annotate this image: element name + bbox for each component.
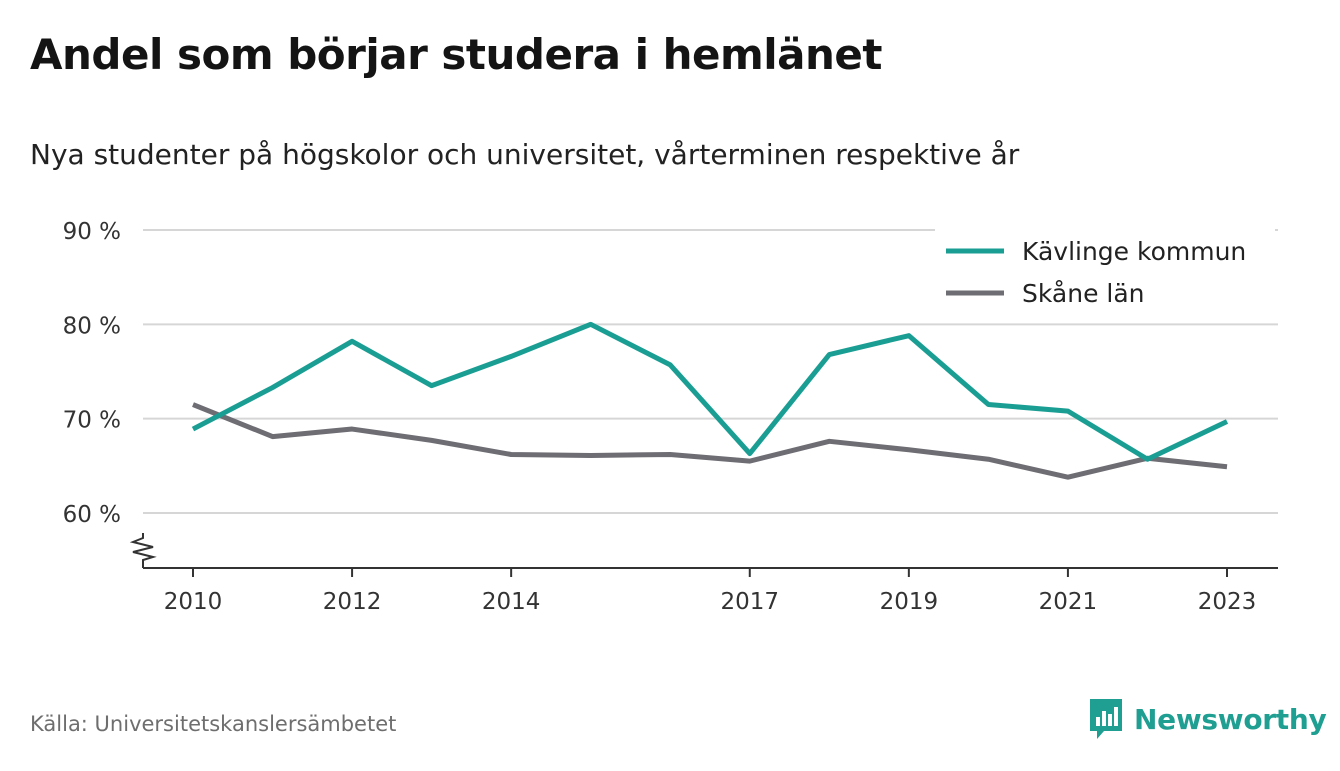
legend-background — [935, 228, 1275, 320]
source-note: Källa: Universitetskanslersämbetet — [30, 712, 397, 736]
x-axis-ticks: 2010 2012 2014 2017 2019 2021 2023 — [164, 568, 1257, 615]
x-tick-label: 2019 — [880, 589, 939, 615]
series-line-kävlinge-kommun — [191, 321, 1229, 462]
chart-title: Andel som börjar studera i hemlänet — [30, 30, 883, 79]
series-line-skåne-län — [192, 402, 1228, 480]
brand-logo[interactable]: Newsworthy — [1088, 697, 1327, 741]
chart-subtitle: Nya studenter på högskolor och universit… — [30, 138, 1020, 171]
x-tick-label: 2010 — [164, 589, 223, 615]
newsworthy-logo-icon — [1090, 699, 1122, 739]
x-axis — [129, 533, 1278, 569]
y-axis-ticks: 60 % 70 % 80 % 90 % — [63, 219, 121, 528]
legend-label: Kävlinge kommun — [1022, 237, 1246, 266]
x-tick-label: 2014 — [482, 589, 541, 615]
y-tick-label: 70 % — [63, 408, 121, 434]
x-tick-label: 2023 — [1198, 589, 1257, 615]
brand-name: Newsworthy — [1134, 702, 1327, 736]
legend-label: Skåne län — [1022, 279, 1145, 308]
y-tick-label: 60 % — [63, 502, 121, 528]
line-chart: 60 % 70 % 80 % 90 % 2010 2012 2014 2017 2019 202… — [63, 219, 1278, 615]
series-lines — [191, 321, 1229, 480]
y-tick-label: 90 % — [63, 219, 121, 245]
x-tick-label: 2021 — [1039, 589, 1098, 615]
x-tick-label: 2017 — [720, 589, 779, 615]
y-tick-label: 80 % — [63, 313, 121, 339]
x-tick-label: 2012 — [323, 589, 382, 615]
axis-break-icon — [129, 533, 157, 563]
legend: Kävlinge kommun Skåne län — [935, 228, 1275, 320]
